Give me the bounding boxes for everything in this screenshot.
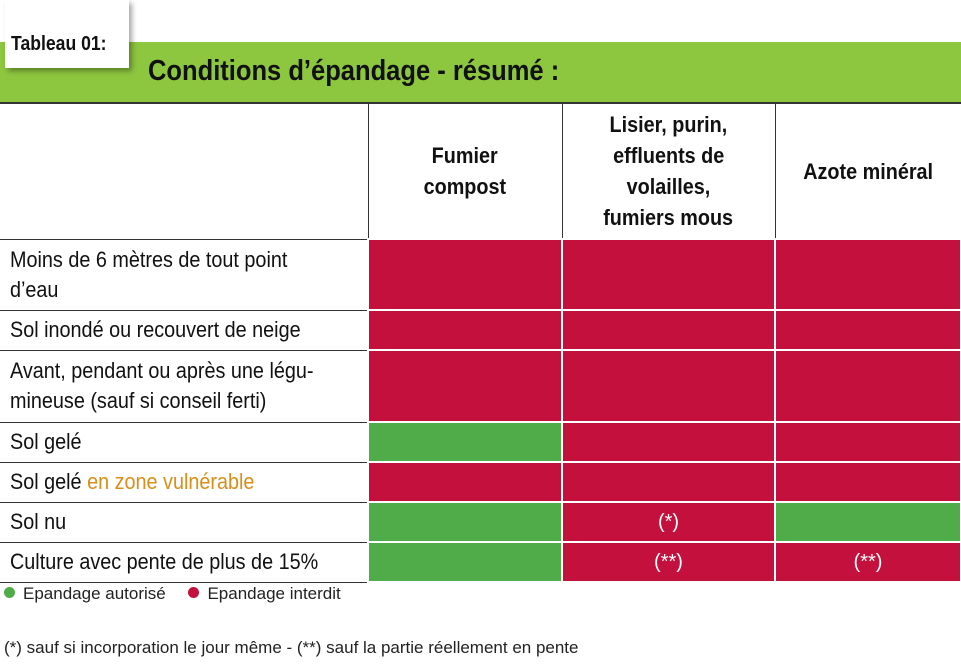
- table-row: Sol gelé en zone vulnérable: [0, 461, 961, 503]
- status-cell: [774, 309, 961, 351]
- status-cell: [561, 421, 776, 463]
- header-line: effluents de: [612, 143, 725, 168]
- row-label-line: mineuse (sauf si conseil ferti): [10, 388, 267, 413]
- status-cell: [367, 238, 563, 311]
- row-label: Culture avec pente de plus de 15%: [0, 541, 369, 583]
- row-label: Sol gelé en zone vulnérable: [0, 461, 369, 503]
- table-row: Sol inondé ou recouvert de neige: [0, 309, 961, 351]
- status-cell: [774, 461, 961, 503]
- status-cell: [561, 349, 776, 423]
- row-label-line: Culture avec pente de plus de 15%: [10, 549, 319, 574]
- conditions-table: Fumier compost Lisier, purin, effluents …: [0, 102, 961, 583]
- status-cell: [561, 461, 776, 503]
- header-empty-cell: [0, 102, 369, 240]
- row-label: Sol inondé ou recouvert de neige: [0, 309, 369, 351]
- row-label-line: Sol gelé en zone vulnérable: [10, 467, 254, 497]
- legend-allowed: Epandage autorisé: [4, 584, 166, 604]
- row-label-line: Sol inondé ou recouvert de neige: [10, 317, 301, 342]
- legend: Epandage autorisé Epandage interdit: [4, 584, 359, 604]
- table-row: Culture avec pente de plus de 15% (**) (…: [0, 541, 961, 583]
- title-banner: [0, 42, 961, 102]
- table-number-tag: Tableau 01:: [5, 0, 129, 68]
- status-cell: (**): [774, 541, 961, 583]
- table-row: Sol gelé: [0, 421, 961, 463]
- row-label-line: Sol gelé: [10, 429, 82, 454]
- status-cell: [367, 541, 563, 583]
- status-cell: [561, 309, 776, 351]
- status-cell: (*): [561, 501, 776, 543]
- table-number: Tableau 01:: [11, 33, 107, 55]
- status-cell: [367, 309, 563, 351]
- header-line: Lisier, purin,: [609, 112, 728, 137]
- status-cell: [774, 501, 961, 543]
- header-line: fumiers mous: [603, 205, 734, 230]
- header-lisier: Lisier, purin, effluents de volailles, f…: [561, 102, 776, 240]
- status-cell: [367, 421, 563, 463]
- status-cell: (**): [561, 541, 776, 583]
- status-cell: [367, 349, 563, 423]
- header-line: Fumier: [431, 143, 499, 168]
- header-row: Fumier compost Lisier, purin, effluents …: [0, 102, 961, 240]
- legend-allowed-label: Epandage autorisé: [23, 584, 166, 603]
- red-dot-icon: [188, 587, 200, 599]
- row-label-text: Sol gelé: [10, 469, 82, 494]
- header-azote-mineral: Azote minéral: [774, 102, 961, 240]
- header-fumier-compost: Fumier compost: [367, 102, 563, 240]
- row-label-highlight: en zone vulnérable: [87, 469, 255, 494]
- header-line: volailles,: [626, 174, 711, 199]
- legend-forbidden-label: Epandage interdit: [207, 584, 341, 603]
- table-row: Sol nu (*): [0, 501, 961, 543]
- status-cell: [561, 238, 776, 311]
- row-label-line: d’eau: [10, 276, 59, 302]
- row-label: Avant, pendant ou après une légu- mineus…: [0, 349, 369, 423]
- header-line: Azote minéral: [803, 158, 934, 184]
- table-row: Avant, pendant ou après une légu- mineus…: [0, 349, 961, 423]
- cell-note: (**): [853, 550, 883, 573]
- row-label: Sol gelé: [0, 421, 369, 463]
- page-title: Conditions d’épandage - résumé :: [148, 55, 560, 87]
- row-label-line: Avant, pendant ou après une légu-: [10, 358, 314, 383]
- status-cell: [367, 461, 563, 503]
- cell-note: (*): [657, 510, 680, 533]
- legend-forbidden: Epandage interdit: [188, 584, 341, 604]
- cell-note: (**): [654, 550, 683, 573]
- row-label-line: Moins de 6 mètres de tout point: [10, 246, 288, 272]
- status-cell: [774, 421, 961, 463]
- row-label: Moins de 6 mètres de tout point d’eau: [0, 238, 369, 311]
- footnote: (*) sauf si incorporation le jour même -…: [4, 638, 579, 657]
- status-cell: [774, 349, 961, 423]
- status-cell: [774, 238, 961, 311]
- green-dot-icon: [4, 587, 15, 599]
- status-cell: [367, 501, 563, 543]
- row-label-line: Sol nu: [10, 509, 67, 534]
- header-line: compost: [423, 174, 507, 199]
- row-label: Sol nu: [0, 501, 369, 543]
- table-row: Moins de 6 mètres de tout point d’eau: [0, 238, 961, 311]
